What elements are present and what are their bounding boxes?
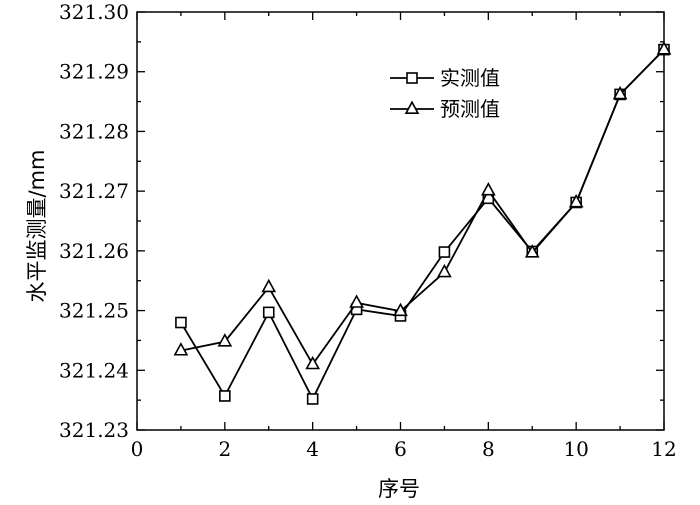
legend-item: 实测值 — [390, 66, 500, 90]
square-marker — [175, 316, 187, 329]
y-tick-label: 321.29 — [59, 60, 129, 84]
y-tick-label: 321.30 — [59, 0, 129, 24]
triangle-marker — [612, 85, 628, 100]
y-tick-label: 321.28 — [59, 119, 129, 143]
y-tick-label: 321.26 — [59, 239, 129, 263]
square-marker — [219, 390, 231, 402]
triangle-marker — [393, 302, 408, 317]
legend-square-marker — [406, 72, 418, 84]
x-axis-title: 序号 — [378, 477, 420, 501]
series-1 — [175, 43, 670, 405]
triangle-marker — [524, 244, 540, 258]
series-2 — [173, 41, 672, 370]
y-axis-ticks: 321.23 321.24 321.25 321.26 321.27 321.28 321.… — [59, 0, 664, 442]
triangle-marker — [656, 41, 672, 55]
y-axis-title: 水平监测量/mm — [25, 150, 49, 303]
plot-frame — [136, 11, 665, 431]
x-tick-label: 12 — [651, 437, 676, 461]
triangle-marker — [305, 355, 321, 370]
x-axis-ticks: 0 2 4 6 8 10 12 — [131, 12, 677, 461]
legend-label: 实测值 — [440, 66, 500, 90]
triangle-marker — [261, 278, 277, 293]
x-tick-label: 8 — [482, 437, 495, 461]
series-line — [180, 48, 665, 366]
triangle-marker — [349, 294, 364, 308]
x-tick-label: 6 — [394, 437, 407, 461]
series-layer — [173, 41, 672, 405]
x-tick-label: 10 — [563, 437, 588, 461]
legend-item: 预测值 — [390, 97, 500, 121]
y-tick-label: 321.24 — [59, 358, 129, 382]
square-marker — [262, 306, 275, 319]
y-tick-label: 321.23 — [59, 418, 129, 442]
y-tick-label: 321.25 — [59, 299, 129, 323]
triangle-marker — [173, 342, 189, 356]
x-tick-label: 0 — [131, 437, 144, 461]
y-tick-label: 321.27 — [59, 179, 129, 203]
triangle-marker — [217, 333, 233, 347]
triangle-marker — [568, 193, 584, 208]
triangle-marker — [480, 182, 496, 196]
square-marker — [438, 246, 451, 258]
x-tick-label: 2 — [218, 437, 231, 461]
legend-triangle-marker — [404, 100, 420, 114]
square-marker — [306, 393, 319, 405]
x-tick-label: 4 — [306, 437, 319, 461]
plot-area — [136, 11, 665, 431]
triangle-marker — [437, 263, 452, 278]
legend-label: 预测值 — [440, 97, 500, 121]
series-line — [180, 48, 665, 401]
